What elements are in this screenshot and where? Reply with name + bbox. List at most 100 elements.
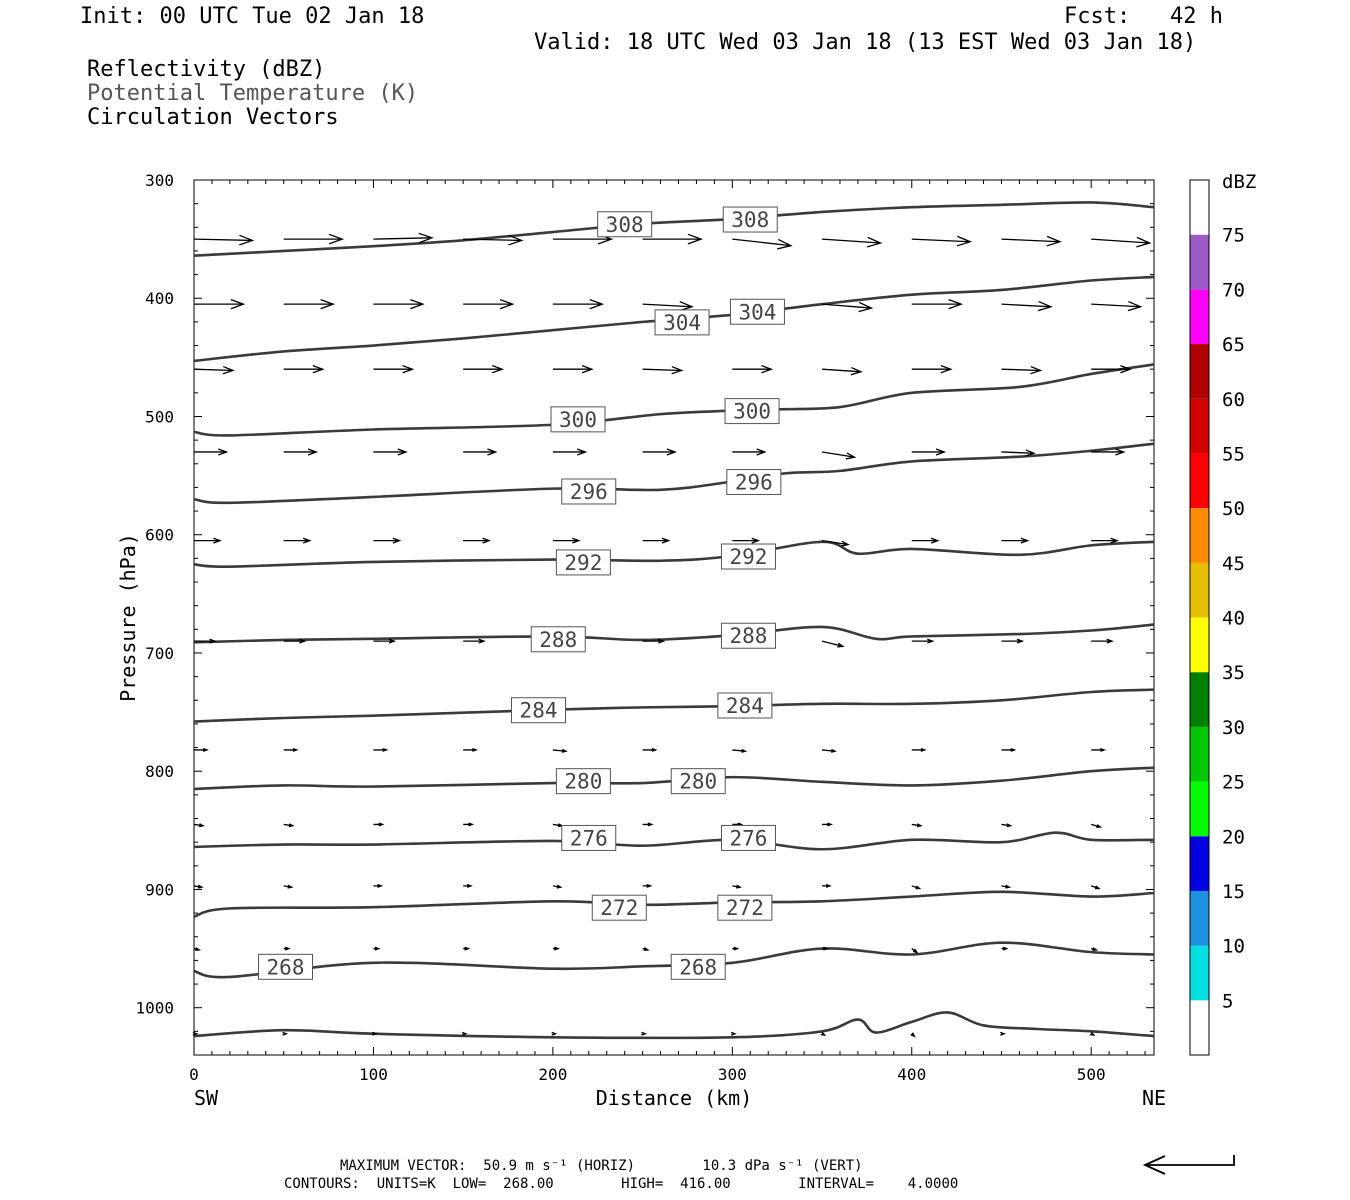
colorbar-bin xyxy=(1190,344,1209,399)
vector-arrow xyxy=(642,747,658,752)
contour-label-box xyxy=(729,298,785,325)
contour-label-box xyxy=(555,768,611,795)
vector-arrow xyxy=(461,1031,468,1036)
contour-264 xyxy=(193,1011,1155,1040)
contour-label: 292 xyxy=(564,551,602,575)
y-tick-label: 1000 xyxy=(135,999,174,1018)
vector-arrow xyxy=(1091,236,1152,248)
vector-arrow xyxy=(463,822,475,827)
init-time: Init: 00 UTC Tue 02 Jan 18 xyxy=(80,4,425,29)
x-tick-label: 300 xyxy=(718,1065,747,1084)
contour-label: 276 xyxy=(570,826,608,850)
contour-label: 292 xyxy=(729,545,767,569)
contour-label: 300 xyxy=(733,400,771,424)
colorbar-units: dBZ xyxy=(1222,171,1256,193)
vector-arrow xyxy=(283,448,319,456)
colorbar-bin xyxy=(1190,398,1209,454)
vector-arrow xyxy=(283,747,299,752)
vector-arrow xyxy=(194,298,246,310)
vector-arrow xyxy=(821,236,883,248)
colorbar-label: 50 xyxy=(1222,498,1245,520)
vector-arrow xyxy=(642,883,653,888)
vector-arrow xyxy=(820,1031,827,1036)
vector-arrow xyxy=(821,539,850,547)
colorbar-bin xyxy=(1190,562,1209,618)
contour-label-box xyxy=(561,824,617,851)
vector-arrow xyxy=(732,238,793,250)
vector-arrow xyxy=(463,638,486,644)
vector-arrow xyxy=(373,232,434,244)
vector-arrow xyxy=(911,298,964,310)
colorbar-bin xyxy=(1190,726,1209,782)
vector-arrow xyxy=(373,946,381,951)
y-tick-label: 400 xyxy=(145,289,174,308)
contour-276 xyxy=(193,831,1155,851)
vector-arrow xyxy=(732,364,774,374)
vector-arrow xyxy=(551,1031,558,1036)
vector-arrow xyxy=(642,448,677,456)
vector-arrow xyxy=(821,451,857,460)
vector-arrow xyxy=(552,364,594,374)
field-potential-temperature: Potential Temperature (K) xyxy=(87,81,419,106)
vector-arrow xyxy=(821,366,863,376)
vector-arrow xyxy=(373,638,397,644)
contour-label: 272 xyxy=(600,896,638,920)
contour-label-box xyxy=(530,626,586,653)
colorbar-bin xyxy=(1190,453,1209,509)
vector-arrow xyxy=(1001,823,1013,828)
vector-arrow xyxy=(1001,365,1043,375)
vector-arrow xyxy=(911,823,923,828)
vector-arrow xyxy=(193,947,202,951)
y-tick-label: 500 xyxy=(145,407,174,426)
contour-label: 284 xyxy=(726,694,764,718)
vector-arrow xyxy=(372,1031,378,1036)
vector-arrow xyxy=(911,747,927,752)
vector-arrow xyxy=(1001,235,1062,247)
contour-label-box xyxy=(717,894,773,921)
vector-arrow xyxy=(193,365,235,375)
colorbar-label: 15 xyxy=(1222,881,1245,903)
vector-arrow xyxy=(552,448,588,456)
vector-arrow xyxy=(463,946,471,951)
colorbar-bin xyxy=(1190,672,1209,727)
vector-arrow xyxy=(463,234,524,246)
contour-label: 308 xyxy=(731,208,769,232)
contour-label-box xyxy=(597,211,653,238)
colorbar-bin xyxy=(1190,617,1209,673)
colorbar-label: 75 xyxy=(1222,225,1245,247)
vector-arrow xyxy=(911,885,922,890)
vector-arrow xyxy=(373,364,415,374)
contour-label-box xyxy=(258,953,314,980)
vector-arrow xyxy=(552,823,564,828)
contour-label: 308 xyxy=(606,213,644,237)
vector-arrow xyxy=(642,638,666,644)
vector-arrow xyxy=(282,1031,289,1036)
vector-arrow xyxy=(732,448,767,456)
colorbar: 5 10 15 20 25 30 35 40 45 50 55 60 65 70 75 dBZ xyxy=(1189,171,1256,1056)
y-tick-label: 600 xyxy=(145,526,174,545)
vector-arrow xyxy=(552,946,560,951)
contour-label-box xyxy=(561,478,617,505)
vector-arrow xyxy=(1001,638,1025,644)
contour-288 xyxy=(193,623,1155,644)
x-tick-label: 200 xyxy=(538,1065,567,1084)
vector-arrow xyxy=(822,822,834,827)
colorbar-label: 60 xyxy=(1222,389,1245,411)
contour-label-box xyxy=(726,469,782,496)
contour-284 xyxy=(193,688,1155,723)
contour-label: 300 xyxy=(559,408,597,432)
y-tick-label: 900 xyxy=(145,880,174,899)
colorbar-label: 55 xyxy=(1222,443,1245,465)
vector-arrow xyxy=(821,748,837,753)
colorbar-label: 5 xyxy=(1222,990,1233,1012)
forecast-hour: Fcst: 42 h xyxy=(1064,4,1223,29)
colorbar-bin xyxy=(1190,289,1209,345)
colorbar-bin xyxy=(1190,234,1209,290)
contour-label: 268 xyxy=(267,955,305,979)
colorbar-label: 70 xyxy=(1222,279,1245,301)
contour-label: 288 xyxy=(729,624,767,648)
colorbar-bin xyxy=(1190,781,1209,837)
vector-arrow xyxy=(911,948,919,954)
max-vector-info: MAXIMUM VECTOR: 50.9 m s⁻¹ (HORIZ) 10.3 … xyxy=(340,1158,863,1174)
vector-arrow xyxy=(1001,946,1009,951)
